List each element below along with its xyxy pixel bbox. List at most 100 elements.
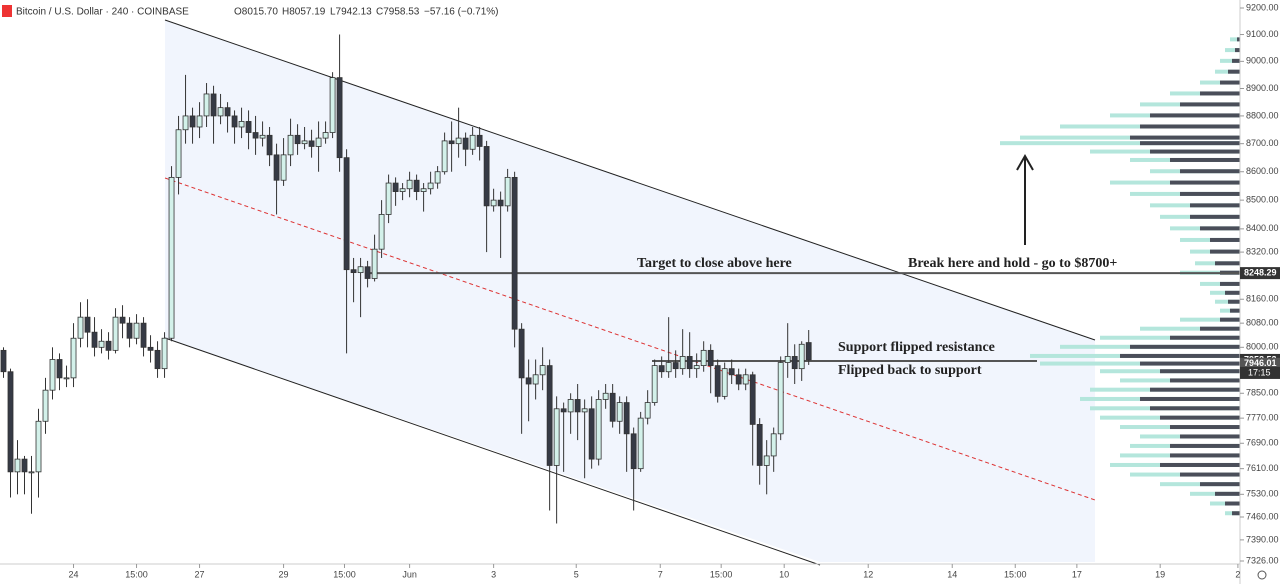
profile-bar-total xyxy=(1215,69,1240,74)
candle-body xyxy=(49,359,56,391)
settings-icon[interactable] xyxy=(1257,570,1267,580)
profile-bar-down xyxy=(1225,290,1240,295)
candle-body xyxy=(686,356,693,370)
profile-bar-total xyxy=(1215,299,1240,304)
y-tick-label: 7770.00 xyxy=(1246,413,1279,423)
profile-bar-down xyxy=(1190,203,1240,208)
candle-body xyxy=(497,199,504,207)
profile-bar-down xyxy=(1228,299,1240,304)
profile-bar-total xyxy=(1230,37,1240,42)
candle-body xyxy=(679,356,686,370)
profile-bar-down xyxy=(1225,501,1240,506)
candle-body xyxy=(126,322,133,339)
candle-body xyxy=(455,137,462,145)
profile-bar-down xyxy=(1170,335,1240,340)
candle-body xyxy=(259,134,266,139)
profile-bar-down xyxy=(1215,261,1240,266)
candle-body xyxy=(658,365,665,373)
candle-body xyxy=(665,362,672,373)
candle-body xyxy=(546,365,553,466)
price-marker-label: 8248.29 xyxy=(1244,267,1277,277)
candle-body xyxy=(560,408,567,413)
annotation: Support flipped resistance xyxy=(838,340,995,355)
x-tick-label: 15:00 xyxy=(710,569,733,579)
profile-bar-down xyxy=(1140,361,1240,366)
y-tick-label: 8500.00 xyxy=(1246,195,1279,205)
candle-body xyxy=(623,402,630,435)
candle-body xyxy=(98,340,105,348)
candle-body xyxy=(756,424,763,466)
countdown: 17:15 xyxy=(1248,367,1271,377)
profile-bar-down xyxy=(1230,308,1240,313)
candle-body xyxy=(385,182,392,215)
candle-body xyxy=(84,316,91,333)
profile-bar-down xyxy=(1210,237,1240,242)
candle-body xyxy=(777,362,784,435)
annotation: Break here and hold - go to $8700+ xyxy=(908,256,1117,271)
candle-body xyxy=(77,316,84,339)
candle-body xyxy=(245,121,252,133)
candle-body xyxy=(644,402,651,419)
profile-bar-down xyxy=(1170,180,1240,185)
profile-bar-down xyxy=(1160,369,1240,374)
price-marker xyxy=(1240,267,1280,280)
profile-bar-down xyxy=(1130,344,1240,349)
candle-body xyxy=(112,316,119,351)
y-tick-label: 8320.00 xyxy=(1246,246,1279,256)
candle-body xyxy=(63,377,70,380)
profile-bar-down xyxy=(1180,191,1240,196)
candle-body xyxy=(637,417,644,470)
profile-bar-down xyxy=(1170,425,1240,430)
candle-body xyxy=(798,343,805,370)
candle-body xyxy=(42,389,49,422)
candle-body xyxy=(490,199,497,207)
y-tick-label: 8700.00 xyxy=(1246,138,1279,148)
candle-body xyxy=(301,140,308,145)
profile-bar-total xyxy=(1225,48,1240,53)
profile-bar-down xyxy=(1150,387,1240,392)
ohlc-change: −57.16 (−0.71%) xyxy=(424,7,499,18)
countdown-box xyxy=(1240,366,1280,379)
profile-bar-down xyxy=(1232,511,1240,516)
profile-bar-down xyxy=(1180,472,1240,477)
candle-body xyxy=(574,399,581,413)
volume-profile xyxy=(1000,37,1240,516)
candle-body xyxy=(350,269,357,274)
candle-body xyxy=(105,340,112,351)
candle-body xyxy=(315,137,322,147)
x-tick-label: 17 xyxy=(1072,569,1082,579)
candle-body xyxy=(0,349,7,373)
candle-body xyxy=(602,392,609,400)
profile-bar-down xyxy=(1150,149,1240,154)
profile-bar-down xyxy=(1150,406,1240,411)
channel-upper xyxy=(164,19,1096,341)
candle-body xyxy=(224,107,231,117)
y-tick-label: 9200.00 xyxy=(1246,2,1279,12)
profile-bar-down xyxy=(1220,80,1240,85)
profile-bar-down xyxy=(1200,226,1240,231)
profile-bar-down xyxy=(1180,102,1240,107)
x-tick-label: 29 xyxy=(279,569,289,579)
candle-body xyxy=(651,365,658,403)
candle-body xyxy=(322,132,329,139)
profile-bar-down xyxy=(1237,37,1240,42)
annotation: Flipped back to support xyxy=(838,363,982,378)
candle-body xyxy=(721,368,728,397)
candle-body xyxy=(448,140,455,145)
candle-body xyxy=(133,322,140,339)
candle-body xyxy=(14,458,21,473)
x-tick-label: 15:00 xyxy=(125,569,148,579)
candle-body xyxy=(203,93,210,117)
candle-body xyxy=(693,365,700,370)
x-tick-label: 15:00 xyxy=(333,569,356,579)
x-tick-label: 5 xyxy=(574,569,579,579)
profile-bar-total xyxy=(1140,326,1240,331)
channel-median xyxy=(164,177,1096,501)
candle-body xyxy=(56,359,63,379)
profile-bar-down xyxy=(1140,396,1240,401)
channel-fill xyxy=(165,20,1095,562)
candle-body xyxy=(525,377,532,385)
candle-body xyxy=(616,402,623,422)
candle-body xyxy=(168,176,175,339)
plot-area xyxy=(0,34,1240,524)
